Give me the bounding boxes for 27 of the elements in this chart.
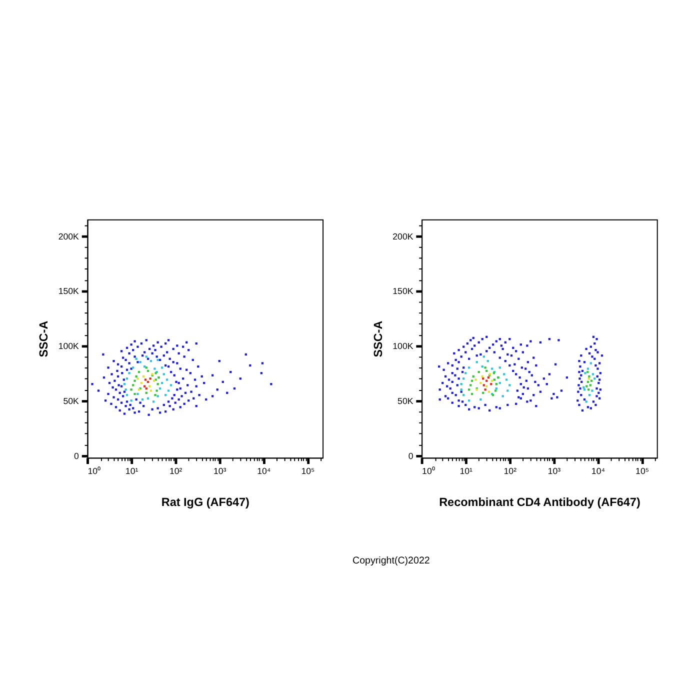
x-tick-label: 10⁰ — [88, 466, 101, 476]
y-tick-label: 150K — [392, 286, 414, 296]
y-axis-title: SSC-A — [372, 320, 385, 358]
x-tick-label: 10² — [169, 466, 182, 476]
y-axis-title: SSC-A — [38, 320, 51, 358]
x-tick-label: 10³ — [214, 466, 226, 476]
y-tick-label: 200K — [392, 231, 414, 242]
x-tick-label: 10⁵ — [301, 466, 316, 476]
x-tick-label: 10¹ — [125, 466, 138, 476]
y-tick-label: 150K — [58, 286, 80, 296]
text: Copyright(C)2022 — [352, 556, 430, 567]
y-tick-label: 100K — [58, 341, 80, 352]
x-axis-title: Recombinant CD4 Antibody (AF647) — [439, 496, 640, 510]
x-tick-label: 10² — [504, 466, 517, 476]
x-tick-label: 10³ — [548, 466, 561, 476]
y-tick-label: 100K — [392, 341, 414, 352]
x-tick-label: 10¹ — [460, 466, 473, 476]
y-tick-label: 0 — [74, 450, 80, 461]
y-tick-label: 200K — [58, 231, 80, 242]
x-tick-label: 10⁰ — [422, 466, 435, 476]
x-tick-label: 10⁵ — [636, 466, 650, 476]
x-axis-title: Rat IgG (AF647) — [161, 496, 250, 510]
y-tick-label: 50K — [63, 396, 80, 406]
x-tick-label: 10⁴ — [591, 466, 606, 476]
y-tick-label: 50K — [398, 396, 414, 406]
x-tick-label: 10⁴ — [257, 466, 271, 476]
y-tick-label: 0 — [408, 450, 414, 461]
